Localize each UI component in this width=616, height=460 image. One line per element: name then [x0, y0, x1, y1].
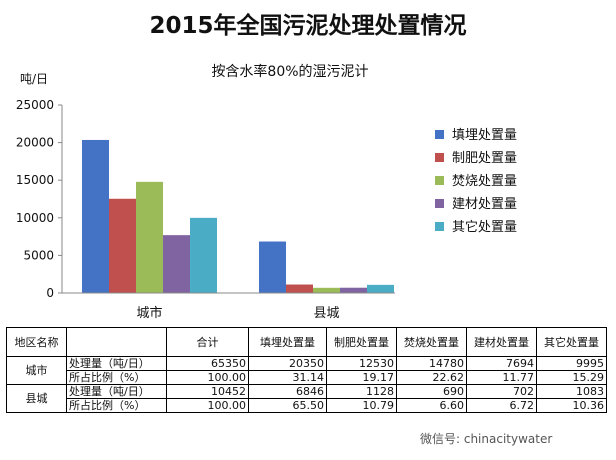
value-cell: 7694 [466, 356, 537, 371]
value-cell: 9995 [536, 356, 607, 371]
bar [340, 287, 367, 293]
value-cell: 19.17 [326, 370, 397, 385]
value-cell: 14780 [396, 356, 467, 371]
table-header-cell: 地区名称 [6, 327, 67, 357]
value-cell: 10452 [166, 384, 249, 399]
value-cell: 1128 [326, 384, 397, 399]
bar [313, 287, 340, 293]
table-header-row: 地区名称 合计 填埋处置量 制肥处置量 焚烧处置量 建材处置量 其它处置量 [6, 327, 607, 357]
legend-label: 制肥处置量 [452, 151, 517, 166]
bar [82, 139, 109, 293]
legend-label: 填埋处置量 [452, 128, 517, 143]
table-header-cell: 合计 [166, 327, 249, 357]
area-name-cell: 城市 [6, 356, 67, 385]
bar [286, 284, 313, 293]
table-header-cell: 填埋处置量 [248, 327, 327, 357]
value-cell: 11.77 [466, 370, 537, 385]
chart-title: 按含水率80%的湿污泥计 [211, 63, 368, 80]
table-row: 所占比例（%） 100.00 31.14 19.17 22.62 11.77 15.29 [7, 370, 607, 385]
row-label-cell: 所占比例（%） [66, 370, 167, 385]
bar [259, 241, 286, 293]
x-tick-label: 县城 [313, 306, 339, 321]
row-label-cell: 处理量（吨/日） [66, 356, 167, 371]
table-header-cell [66, 327, 167, 357]
table-row: 城市 处理量（吨/日） 65350 20350 12530 14780 7694 9995 [6, 356, 607, 385]
y-tick-label: 15000 [16, 173, 54, 187]
wechat-id-watermark: 微信号: chinacitywater [420, 432, 553, 446]
value-cell: 6.72 [466, 398, 537, 413]
page-title: 2015年全国污泥处理处置情况 [149, 13, 467, 39]
legend-swatch [435, 222, 444, 231]
legend-swatch [435, 153, 444, 162]
row-label-cell: 处理量（吨/日） [66, 384, 167, 399]
value-cell: 100.00 [166, 370, 249, 385]
value-cell: 6846 [248, 384, 327, 399]
y-tick-label: 20000 [16, 136, 54, 150]
value-cell: 10.36 [536, 398, 607, 413]
legend-label: 焚烧处置量 [452, 174, 517, 189]
y-tick-label: 5000 [23, 248, 54, 262]
row-label-cell: 所占比例（%） [66, 398, 167, 413]
area-name-cell: 县城 [6, 384, 67, 413]
bar [163, 235, 190, 293]
value-cell: 6.60 [396, 398, 467, 413]
table-header-cell: 建材处置量 [466, 327, 537, 357]
value-cell: 65350 [166, 356, 249, 371]
y-axis-label: 吨/日 [20, 72, 48, 86]
y-tick-label: 10000 [16, 211, 54, 225]
y-tick-label: 0 [46, 286, 54, 300]
data-table: 地区名称 合计 填埋处置量 制肥处置量 焚烧处置量 建材处置量 其它处置量 城市 处理量（吨/… [6, 327, 607, 413]
value-cell: 10.79 [326, 398, 397, 413]
value-cell: 20350 [248, 356, 327, 371]
legend-swatch [435, 176, 444, 185]
legend-label: 其它处置量 [452, 219, 517, 235]
value-cell: 12530 [326, 356, 397, 371]
value-cell: 1083 [536, 384, 607, 399]
table-row: 所占比例（%） 100.00 65.50 10.79 6.60 6.72 10.36 [7, 398, 607, 413]
table-header-cell: 其它处置量 [536, 327, 607, 357]
table-row: 县城 处理量（吨/日） 10452 6846 1128 690 702 1083 [6, 384, 607, 413]
table-header-cell: 制肥处置量 [326, 327, 397, 357]
bar [367, 284, 394, 293]
legend-label: 建材处置量 [452, 197, 517, 212]
value-cell: 702 [466, 384, 537, 399]
bar-chart: 按含水率80%的湿污泥计 吨/日 0 5000 10000 15000 20000 250… [16, 63, 517, 321]
value-cell: 690 [396, 384, 467, 399]
x-tick-label: 城市 [136, 305, 162, 321]
legend-swatch [435, 130, 444, 139]
bar [136, 181, 163, 293]
y-tick-label: 25000 [16, 98, 54, 112]
value-cell: 65.50 [248, 398, 327, 413]
value-cell: 22.62 [396, 370, 467, 385]
table-header-cell: 焚烧处置量 [396, 327, 467, 357]
value-cell: 31.14 [248, 370, 327, 385]
legend-swatch [435, 199, 444, 208]
value-cell: 100.00 [166, 398, 249, 413]
value-cell: 15.29 [536, 370, 607, 385]
bar [190, 217, 217, 293]
bar [109, 198, 136, 293]
